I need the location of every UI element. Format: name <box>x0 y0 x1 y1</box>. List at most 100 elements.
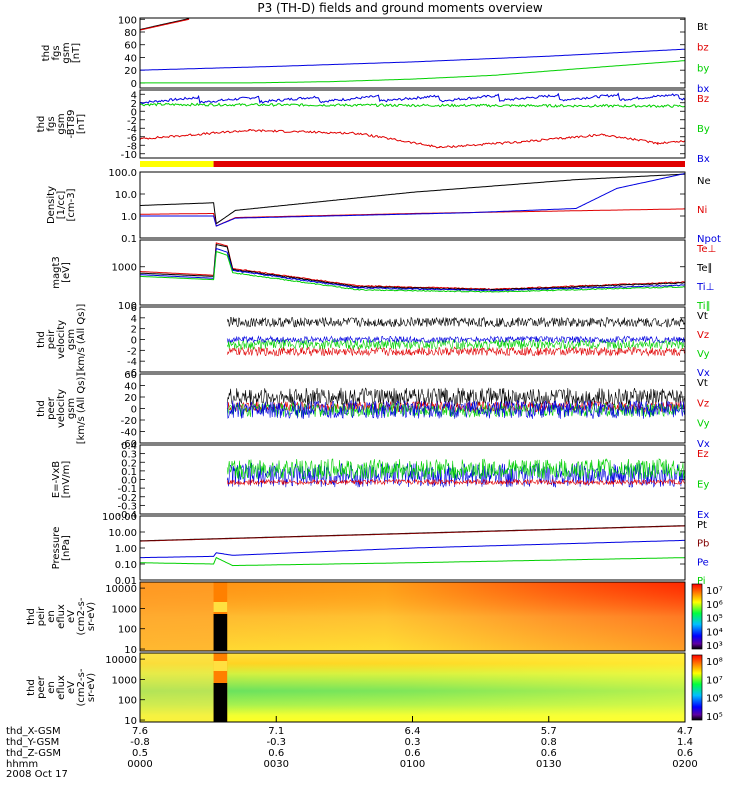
y-axis-label: en <box>46 681 57 694</box>
y-axis-label: magt3 <box>51 256 62 289</box>
y-axis-label: peir <box>46 329 57 349</box>
time-tick-value: 0.6 <box>541 748 557 759</box>
y-tick-label: 100 <box>118 696 137 707</box>
series-Vx <box>226 335 685 344</box>
y-axis-label: Pressure <box>51 527 62 570</box>
y-tick-label: 0 <box>131 336 137 347</box>
colorbar-tick-label: 10⁵ <box>706 712 723 723</box>
spectrogram-gap-band <box>213 602 228 612</box>
time-tick-value: 0.8 <box>541 737 557 748</box>
series-Bx <box>140 92 685 105</box>
y-tick-label: 2 <box>131 325 137 336</box>
legend-Vx: Vx <box>697 439 710 450</box>
series-Vt <box>226 387 685 408</box>
legend-Ti⊥: Ti⊥ <box>696 282 714 293</box>
y-axis-label: (cm2-s- <box>76 668 87 706</box>
series-Vz <box>226 346 685 357</box>
legend-Te∥: Te∥ <box>696 263 713 274</box>
series-Pi <box>140 556 685 567</box>
y-axis-label: peer <box>36 675 47 699</box>
mode-bar-segment <box>213 161 685 167</box>
spectrogram-shading <box>140 653 685 722</box>
y-tick-label: -0.4 <box>117 510 137 521</box>
y-tick-label: 0 <box>131 405 137 416</box>
time-tick-value: 0.6 <box>677 748 693 759</box>
y-axis-label: fgs <box>46 116 57 131</box>
y-tick-label: 1000 <box>112 675 137 686</box>
colorbar-tick-label: 10³ <box>706 641 723 652</box>
colorbar-tick-label: 10⁵ <box>706 614 723 625</box>
time-tick-value: 0.6 <box>268 748 284 759</box>
mode-bar-segment <box>140 161 214 167</box>
y-tick-label: -6 <box>127 133 137 144</box>
y-tick-label: 100.00 <box>102 512 137 523</box>
y-axis-label: gsm <box>56 113 67 134</box>
legend-Pt: Pt <box>697 520 707 531</box>
legend-Vt: Vt <box>697 311 708 322</box>
panel-frame <box>139 306 686 373</box>
y-axis-label: sr-eV) <box>86 673 97 702</box>
y-axis-label: [nT] <box>71 43 82 63</box>
y-tick-label: -40 <box>121 428 137 439</box>
series-Vx <box>226 399 685 419</box>
y-axis-label: gsm <box>61 42 72 63</box>
y-tick-label: 10 <box>124 716 137 727</box>
y-axis-label: sr-eV) <box>86 602 97 631</box>
series-Ey <box>226 458 685 480</box>
y-axis-label: thd <box>26 679 37 696</box>
series-group <box>140 242 685 293</box>
y-axis-label: [eV] <box>61 262 72 283</box>
time-tick-value: 0130 <box>536 759 561 770</box>
series-group <box>140 525 685 567</box>
legend-Pi: Pi <box>697 576 706 587</box>
colorbar-tick-label: 10⁴ <box>706 627 723 638</box>
y-axis-label: [nPa] <box>61 535 72 561</box>
series-Vz <box>227 400 685 413</box>
panel-frame <box>139 171 686 239</box>
y-tick-label: 1.0 <box>121 212 137 223</box>
spectrogram-gap-band <box>213 661 228 671</box>
y-tick-label: -60 <box>121 439 137 450</box>
colorbar-tick-label: 10⁶ <box>706 694 723 705</box>
series-Bt <box>140 18 190 30</box>
colorbar <box>691 583 703 650</box>
time-tick-value: 0.3 <box>405 737 421 748</box>
spectrogram-gap-black <box>213 614 228 651</box>
time-tick-value: 7.6 <box>132 726 148 737</box>
y-tick-label: 4 <box>131 90 137 101</box>
panel-temperature: magt3 [eV] 1000 100 Te⊥ Te∥ Ti⊥ Ti∥ <box>51 239 716 312</box>
y-tick-label: 60 <box>124 41 137 52</box>
colorbar-tick-label: 10⁷ <box>706 586 723 597</box>
series-Ez <box>226 478 685 486</box>
y-axis-label: [nT] <box>76 114 87 134</box>
y-tick-label: 10000 <box>105 584 137 595</box>
series-Ti∥ <box>140 250 685 293</box>
time-tick-value: 1.4 <box>677 737 693 748</box>
legend-Ex: Ex <box>697 510 709 521</box>
y-tick-label: -2 <box>127 116 137 127</box>
y-tick-label: 6 <box>131 303 137 314</box>
y-tick-label: 0.01 <box>115 576 137 587</box>
y-tick-label: 0 <box>131 107 137 118</box>
time-axis-row-label: thd_Y-GSM <box>6 737 59 748</box>
y-tick-label: 1000 <box>112 604 137 615</box>
panel-frame <box>139 373 686 444</box>
y-axis-label: [1/cc] <box>56 191 67 220</box>
panel-fgs-gsm-detrended: thd fgs gsm -BT89 [nT] 420-2-4-6-8-10 Bz By Bx <box>36 89 710 167</box>
y-axis-label: [cm-3] <box>66 188 77 221</box>
y-tick-label: 0.0 <box>121 476 137 487</box>
series-Ti⊥ <box>140 247 685 292</box>
y-tick-label: 0.2 <box>121 458 137 469</box>
y-axis-label: eflux <box>56 604 67 629</box>
legend-Vz: Vz <box>697 330 709 341</box>
y-axis-label: (cm2-s- <box>76 597 87 635</box>
y-tick-label: 4 <box>131 314 137 325</box>
y-tick-label: -0.2 <box>117 493 137 504</box>
series-Ex <box>226 462 685 488</box>
y-axis-label: velocity <box>56 389 67 428</box>
time-tick-value: 0100 <box>400 759 425 770</box>
legend-Vy: Vy <box>697 419 710 430</box>
y-axis-label: thd <box>36 116 47 133</box>
y-tick-label: -4 <box>127 124 137 135</box>
